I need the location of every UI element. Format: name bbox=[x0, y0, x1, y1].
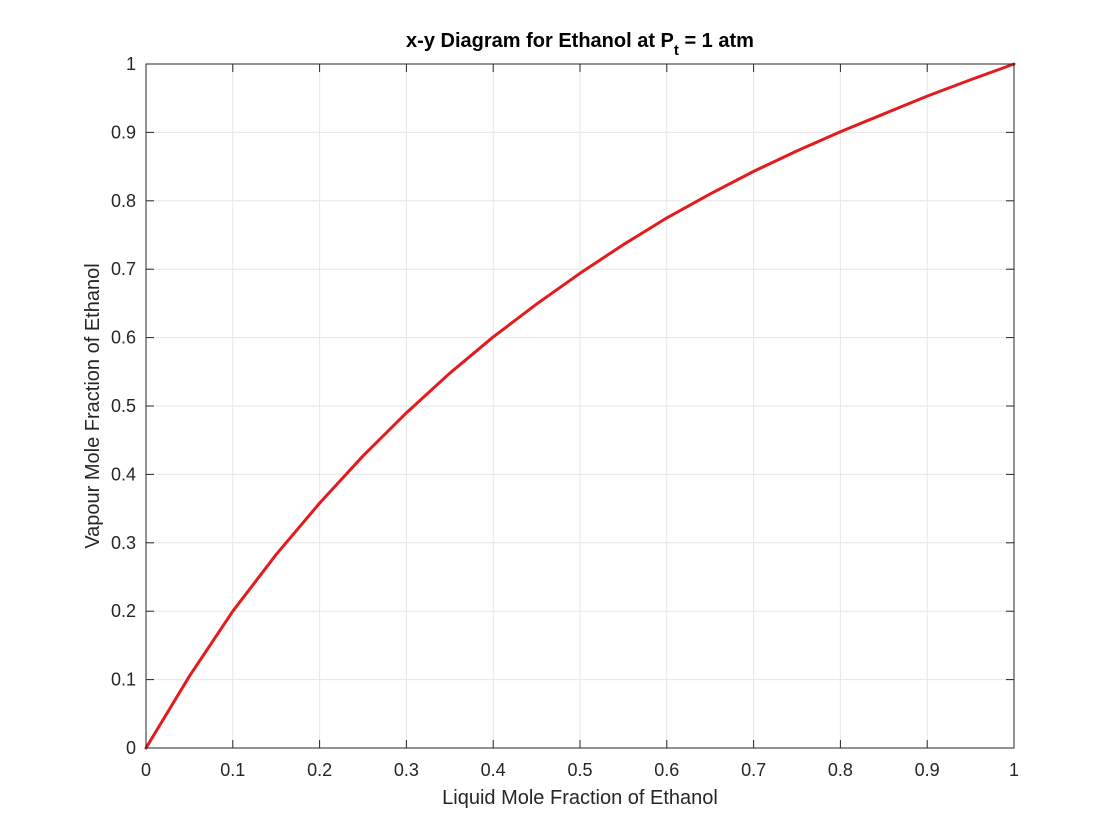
x-tick-label: 1 bbox=[1009, 760, 1019, 780]
tick-marks bbox=[145, 63, 1015, 749]
y-tick-label: 0.1 bbox=[111, 670, 136, 690]
chart-title-subscript: t bbox=[674, 42, 679, 59]
y-tick-label: 1 bbox=[126, 54, 136, 74]
y-axis-tick-labels: 0 0.1 0.2 0.3 0.4 0.5 0.6 0.7 0.8 0.9 1 bbox=[111, 54, 136, 758]
x-tick-label: 0.2 bbox=[307, 760, 332, 780]
chart-title-main: x-y Diagram for Ethanol at P bbox=[406, 30, 674, 52]
y-axis-label: Vapour Mole Fraction of Ethanol bbox=[82, 263, 104, 548]
x-tick-label: 0.5 bbox=[567, 760, 592, 780]
x-tick-label: 0.9 bbox=[915, 760, 940, 780]
x-tick-label: 0.4 bbox=[481, 760, 506, 780]
x-tick-label: 0.3 bbox=[394, 760, 419, 780]
vle-curve-line bbox=[144, 62, 1016, 750]
data-series bbox=[144, 62, 1016, 750]
x-tick-label: 0.7 bbox=[741, 760, 766, 780]
y-tick-label: 0.4 bbox=[111, 464, 136, 484]
y-tick-label: 0.9 bbox=[111, 122, 136, 142]
x-tick-label: 0.6 bbox=[654, 760, 679, 780]
y-tick-label: 0.3 bbox=[111, 533, 136, 553]
y-tick-label: 0.6 bbox=[111, 328, 136, 348]
y-tick-label: 0 bbox=[126, 738, 136, 758]
y-tick-label: 0.2 bbox=[111, 601, 136, 621]
x-tick-label: 0 bbox=[141, 760, 151, 780]
x-axis-label: Liquid Mole Fraction of Ethanol bbox=[442, 787, 718, 809]
y-tick-label: 0.5 bbox=[111, 396, 136, 416]
x-tick-label: 0.8 bbox=[828, 760, 853, 780]
x-tick-label: 0.1 bbox=[220, 760, 245, 780]
y-tick-label: 0.8 bbox=[111, 191, 136, 211]
x-axis-tick-labels: 0 0.1 0.2 0.3 0.4 0.5 0.6 0.7 0.8 0.9 1 bbox=[141, 760, 1019, 780]
y-tick-label: 0.7 bbox=[111, 259, 136, 279]
chart-title-suffix: = 1 atm bbox=[679, 30, 754, 52]
chart-title: x-y Diagram for Ethanol at Pt = 1 atm bbox=[406, 30, 754, 59]
